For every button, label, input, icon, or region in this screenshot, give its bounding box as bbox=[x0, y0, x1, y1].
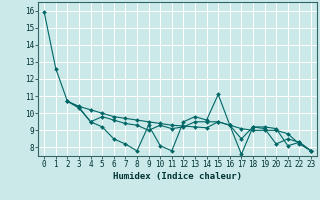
X-axis label: Humidex (Indice chaleur): Humidex (Indice chaleur) bbox=[113, 172, 242, 181]
